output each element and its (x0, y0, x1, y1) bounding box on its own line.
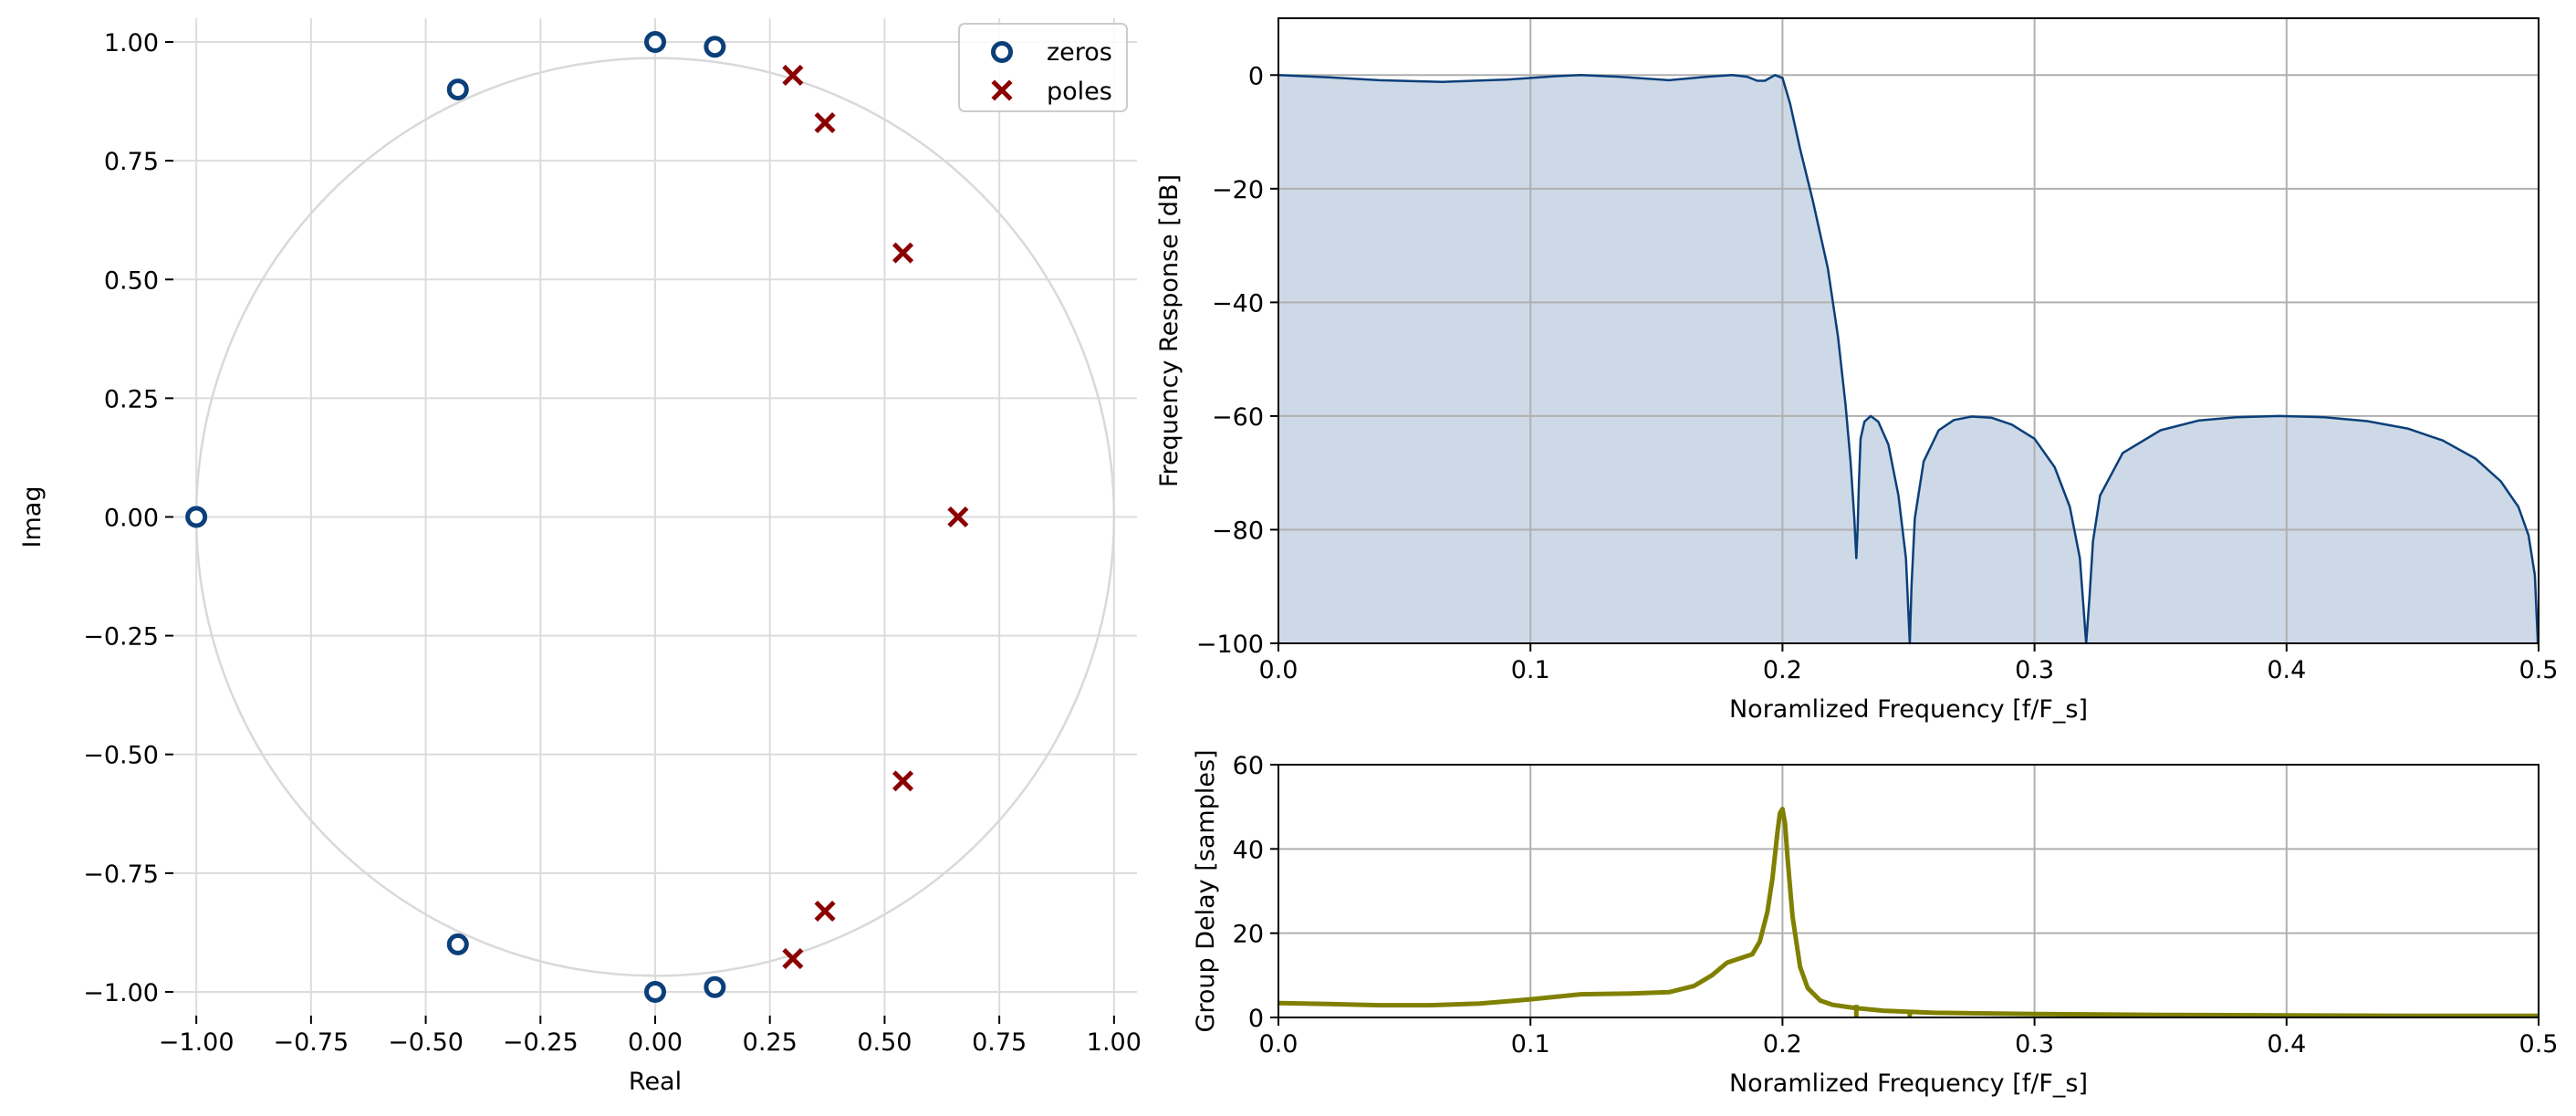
pole-marker (782, 948, 804, 970)
fr-x-tick-label: 0.5 (2519, 656, 2559, 684)
pole-zero-y-axis-label: Imag (18, 486, 47, 548)
frequency-response-ticks: 0.0 0.1 0.2 0.3 0.4 0.5 0 −20 −40 −60 −80 −100 (1196, 62, 2559, 684)
gd-y-tick-label: 20 (1233, 921, 1264, 949)
fr-y-tick-label: −40 (1212, 289, 1264, 318)
legend-zeros-marker (991, 41, 1013, 63)
zero-marker (704, 36, 726, 58)
pole-zero-x-axis-label: Real (629, 1068, 682, 1096)
pz-y-tick-label: −0.50 (83, 742, 159, 770)
legend-poles-marker (991, 79, 1013, 101)
frequency-response-frame (1278, 17, 2539, 644)
legend-zeros-label: zeros (1047, 38, 1112, 67)
gd-x-tick-label: 0.3 (2015, 1030, 2054, 1059)
zero-marker (185, 506, 208, 528)
frequency-response-fill (1278, 75, 2539, 644)
pz-y-tick-label: 0.00 (104, 505, 159, 533)
pole-marker (814, 900, 836, 923)
zero-marker (446, 933, 469, 955)
pz-x-tick-label: 0.50 (857, 1028, 912, 1057)
fr-x-tick-label: 0.1 (1511, 656, 1550, 684)
pz-x-tick-label: 1.00 (1087, 1028, 1142, 1057)
pz-y-tick-label: 0.50 (104, 266, 159, 295)
pz-y-tick-label: −0.25 (83, 623, 159, 652)
frequency-response-plot: 0.0 0.1 0.2 0.3 0.4 0.5 0 −20 −40 −60 −80 −100 Nora… (1155, 17, 2559, 724)
gd-y-tick-label: 60 (1233, 752, 1264, 780)
pole-marker (892, 242, 914, 264)
frequency-response-line (1278, 74, 2539, 645)
gd-x-tick-label: 0.5 (2519, 1030, 2559, 1059)
fr-x-tick-label: 0.4 (2267, 656, 2306, 684)
pz-y-tick-label: 1.00 (104, 29, 159, 57)
pz-x-tick-label: 0.00 (628, 1028, 683, 1057)
gd-x-tick-label: 0.4 (2267, 1030, 2306, 1059)
gd-y-tick-label: 40 (1233, 836, 1264, 864)
group-delay-plot: 0.0 0.1 0.2 0.3 0.4 0.5 60 40 20 0 Noramlized Fre… (1192, 749, 2558, 1098)
group-delay-frame (1278, 764, 2539, 1018)
zero-marker (644, 31, 666, 54)
fr-x-tick-label: 0.0 (1259, 656, 1298, 684)
zero-marker (704, 975, 726, 998)
fr-x-tick-label: 0.2 (1763, 656, 1802, 684)
pz-x-tick-label: −1.00 (159, 1028, 235, 1057)
gd-x-tick-label: 0.0 (1259, 1030, 1298, 1059)
fr-x-tick-label: 0.3 (2015, 656, 2054, 684)
pz-y-tick-label: −1.00 (83, 979, 159, 1007)
pz-y-tick-label: 0.75 (104, 148, 159, 176)
pz-y-tick-label: −0.75 (83, 860, 159, 889)
pole-marker (947, 506, 969, 528)
pz-x-tick-label: −0.50 (388, 1028, 464, 1057)
gd-y-tick-label: 0 (1248, 1005, 1264, 1033)
group-delay-line (1278, 807, 2539, 1018)
group-delay-ticks: 0.0 0.1 0.2 0.3 0.4 0.5 60 40 20 0 (1233, 752, 2559, 1059)
pole-marker (814, 111, 836, 134)
pole-zero-marks (185, 31, 969, 1003)
legend-poles-label: poles (1047, 78, 1112, 106)
fr-y-tick-label: −20 (1212, 176, 1264, 204)
pz-x-tick-label: −0.25 (503, 1028, 579, 1057)
pz-x-tick-label: 0.75 (972, 1028, 1027, 1057)
frequency-response-x-axis-label: Noramlized Frequency [f/F_s] (1729, 695, 2088, 724)
gd-x-tick-label: 0.1 (1511, 1030, 1550, 1059)
pole-zero-plot: −1.00 −0.75 −0.50 −0.25 0.00 0.25 0.50 0.75 1.00… (18, 18, 1142, 1096)
fr-y-tick-label: −60 (1212, 403, 1264, 432)
fr-y-tick-label: −100 (1196, 631, 1264, 659)
zero-marker (446, 78, 469, 101)
gd-x-tick-label: 0.2 (1763, 1030, 1802, 1059)
frequency-response-y-axis-label: Frequency Response [dB] (1155, 174, 1184, 487)
pole-marker (892, 770, 914, 792)
fr-y-tick-label: −80 (1212, 516, 1264, 545)
pz-y-tick-label: 0.25 (104, 385, 159, 413)
pz-x-tick-label: −0.75 (273, 1028, 349, 1057)
legend: zeros poles (958, 23, 1128, 112)
pole-zero-ticks: −1.00 −0.75 −0.50 −0.25 0.00 0.25 0.50 0.75 1.00… (83, 29, 1142, 1057)
pz-x-tick-label: 0.25 (743, 1028, 798, 1057)
zero-marker (644, 980, 666, 1003)
group-delay-y-axis-label: Group Delay [samples] (1192, 749, 1220, 1032)
fr-y-tick-label: 0 (1248, 62, 1264, 90)
pole-marker (782, 64, 804, 86)
group-delay-x-axis-label: Noramlized Frequency [f/F_s] (1729, 1069, 2088, 1098)
